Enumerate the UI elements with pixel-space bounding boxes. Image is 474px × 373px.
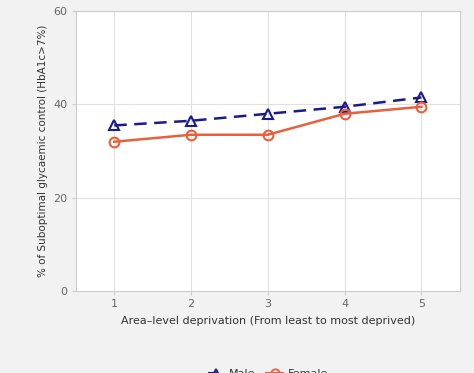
X-axis label: Area–level deprivation (From least to most deprived): Area–level deprivation (From least to mo… bbox=[121, 316, 415, 326]
Y-axis label: % of Suboptimal glycaemic control (HbA1c>7%): % of Suboptimal glycaemic control (HbA1c… bbox=[38, 25, 48, 277]
Legend: Male, Female: Male, Female bbox=[208, 369, 328, 373]
